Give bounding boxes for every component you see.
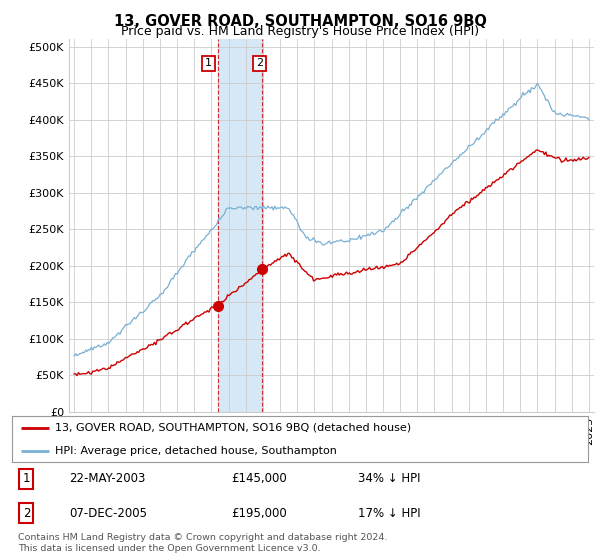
Text: Contains HM Land Registry data © Crown copyright and database right 2024.
This d: Contains HM Land Registry data © Crown c…: [18, 533, 388, 553]
Text: 17% ↓ HPI: 17% ↓ HPI: [358, 507, 420, 520]
Text: 13, GOVER ROAD, SOUTHAMPTON, SO16 9BQ (detached house): 13, GOVER ROAD, SOUTHAMPTON, SO16 9BQ (d…: [55, 423, 412, 432]
Text: £145,000: £145,000: [231, 473, 287, 486]
Bar: [218, 39, 262, 412]
Text: 07-DEC-2005: 07-DEC-2005: [70, 507, 148, 520]
Text: 22-MAY-2003: 22-MAY-2003: [70, 473, 146, 486]
Text: 1: 1: [205, 58, 212, 68]
Text: £195,000: £195,000: [231, 507, 287, 520]
Text: HPI: Average price, detached house, Southampton: HPI: Average price, detached house, Sout…: [55, 446, 337, 455]
Text: 34% ↓ HPI: 34% ↓ HPI: [358, 473, 420, 486]
Text: 13, GOVER ROAD, SOUTHAMPTON, SO16 9BQ: 13, GOVER ROAD, SOUTHAMPTON, SO16 9BQ: [113, 14, 487, 29]
Text: 1: 1: [23, 473, 30, 486]
Text: 2: 2: [23, 507, 30, 520]
Text: 2: 2: [256, 58, 263, 68]
Text: Price paid vs. HM Land Registry's House Price Index (HPI): Price paid vs. HM Land Registry's House …: [121, 25, 479, 38]
